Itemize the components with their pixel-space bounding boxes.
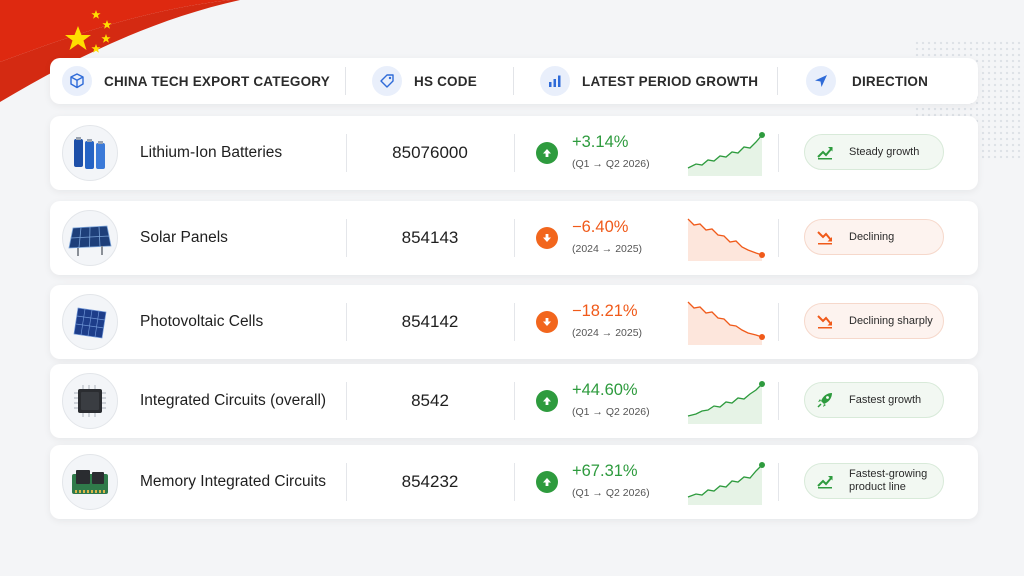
arrow-up-icon <box>536 471 558 493</box>
direction-badge: Declining sharply <box>804 303 944 339</box>
sparkline-up <box>687 132 765 176</box>
header-growth-label: LATEST PERIOD GROWTH <box>582 73 759 89</box>
growth-period: (2024 → 2025) <box>572 243 643 255</box>
sparkline-up <box>687 462 765 505</box>
trend-up-icon <box>815 142 835 162</box>
table-row: Memory Integrated Circuits 854232 +67.31… <box>50 445 978 519</box>
header-hs: HS CODE <box>346 58 514 104</box>
direction-badge: Steady growth <box>804 134 944 170</box>
product-name: Memory Integrated Circuits <box>140 473 327 490</box>
chip-icon <box>62 373 118 429</box>
header-category: CHINA TECH EXPORT CATEGORY <box>50 58 346 104</box>
direction-badge: Fastest-growing product line <box>804 463 944 499</box>
trend-up-icon <box>815 471 835 491</box>
trend-down-icon <box>815 311 835 331</box>
header-direction-label: DIRECTION <box>852 73 929 89</box>
growth-period: (Q1 → Q2 2026) <box>572 487 650 499</box>
trend-down-icon <box>815 227 835 247</box>
sparkline-up <box>687 381 765 424</box>
bar-chart-icon <box>540 66 570 96</box>
growth-value: +3.14% <box>572 133 629 151</box>
header-growth: LATEST PERIOD GROWTH <box>514 58 778 104</box>
sparkline-down <box>687 218 765 261</box>
product-name: Solar Panels <box>140 229 228 246</box>
box-icon <box>62 66 92 96</box>
growth-value: +67.31% <box>572 462 638 480</box>
table-row: Lithium-Ion Batteries 85076000 +3.14% (Q… <box>50 116 978 190</box>
pv-cell-icon <box>62 294 118 350</box>
direction-label: Steady growth <box>849 145 920 158</box>
table-row: Photovoltaic Cells 854142 −18.21% (2024 … <box>50 285 978 359</box>
arrow-up-icon <box>536 142 558 164</box>
hs-code: 85076000 <box>392 143 468 162</box>
table-header: CHINA TECH EXPORT CATEGORY HS CODE LATES… <box>50 58 978 104</box>
hs-code: 854232 <box>401 472 459 491</box>
hs-code: 8542 <box>411 391 449 410</box>
direction-label: Declining <box>849 230 895 243</box>
solar-panel-icon <box>62 210 118 266</box>
arrow-down-icon <box>536 227 558 249</box>
header-hs-label: HS CODE <box>414 73 477 89</box>
growth-period: (Q1 → Q2 2026) <box>572 158 650 170</box>
arrow-down-icon <box>536 311 558 333</box>
growth-value: +44.60% <box>572 381 638 399</box>
growth-period: (Q1 → Q2 2026) <box>572 406 650 418</box>
hs-code: 854143 <box>401 228 459 247</box>
growth-value: −6.40% <box>572 218 629 236</box>
direction-badge: Declining <box>804 219 944 255</box>
table-row: Solar Panels 854143 −6.40% (2024 → 2025)… <box>50 201 978 275</box>
china-flag <box>0 0 240 110</box>
growth-period: (2024 → 2025) <box>572 327 643 339</box>
direction-label: Fastest growth <box>849 393 922 406</box>
header-direction: DIRECTION <box>778 58 978 104</box>
memory-chip-icon <box>62 454 118 510</box>
rocket-icon <box>815 390 835 410</box>
table-row: Integrated Circuits (overall) 8542 +44.6… <box>50 364 978 438</box>
product-name: Photovoltaic Cells <box>140 313 264 330</box>
arrow-up-icon <box>536 390 558 412</box>
tag-icon <box>372 66 402 96</box>
navigation-arrow-icon <box>806 66 836 96</box>
hs-code: 854142 <box>401 312 459 331</box>
direction-badge: Fastest growth <box>804 382 944 418</box>
header-category-label: CHINA TECH EXPORT CATEGORY <box>104 73 330 89</box>
direction-label: Fastest-growing product line <box>849 468 928 493</box>
direction-label: Declining sharply <box>849 314 933 327</box>
product-name: Lithium-Ion Batteries <box>140 144 283 161</box>
battery-icon <box>62 125 118 181</box>
sparkline-down <box>687 301 765 345</box>
product-name: Integrated Circuits (overall) <box>140 392 327 409</box>
growth-value: −18.21% <box>572 302 638 320</box>
